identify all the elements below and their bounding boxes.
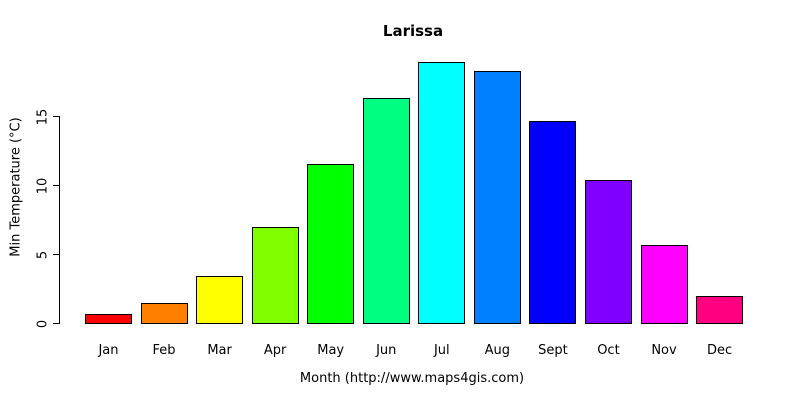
y-tick-label: 10 xyxy=(35,177,51,194)
bar-may xyxy=(307,163,355,324)
y-axis-label: Min Temperature (°C) xyxy=(8,117,24,257)
x-tick-label-nov: Nov xyxy=(651,343,677,358)
chart-title: Larissa xyxy=(382,22,444,40)
x-tick-label-sept: Sept xyxy=(538,343,568,358)
x-tick-label-aug: Aug xyxy=(484,343,511,358)
bar-aug xyxy=(473,70,521,324)
bar-nov xyxy=(640,244,688,324)
bar-jun xyxy=(362,97,410,324)
bar-apr xyxy=(251,226,299,324)
y-tick-mark xyxy=(52,115,60,118)
y-tick-mark xyxy=(52,184,60,187)
x-tick-label-dec: Dec xyxy=(706,343,733,358)
y-tick-label: 0 xyxy=(35,319,51,328)
bar-sept xyxy=(529,120,577,324)
x-tick-label-feb: Feb xyxy=(152,343,176,358)
x-tick-label-oct: Oct xyxy=(597,343,620,358)
bar-dec xyxy=(696,295,744,324)
y-tick-label: 15 xyxy=(35,108,51,125)
bar-mar xyxy=(196,275,244,324)
y-tick-mark xyxy=(52,253,60,256)
x-tick-label-jan: Jan xyxy=(98,343,119,358)
x-tick-label-jun: Jun xyxy=(376,343,397,358)
x-tick-label-jul: Jul xyxy=(433,343,450,358)
bar-jul xyxy=(418,61,466,324)
x-tick-label-mar: Mar xyxy=(207,343,232,358)
x-tick-label-may: May xyxy=(317,343,345,358)
y-axis-line xyxy=(58,116,60,324)
x-axis-title: Month (http://www.maps4gis.com) xyxy=(299,371,525,386)
bar-feb xyxy=(140,302,188,324)
x-tick-label-apr: Apr xyxy=(263,343,287,358)
y-tick-label: 5 xyxy=(35,250,51,259)
bar-oct xyxy=(584,179,632,324)
y-tick-mark xyxy=(52,322,60,325)
bar-jan xyxy=(85,313,132,324)
